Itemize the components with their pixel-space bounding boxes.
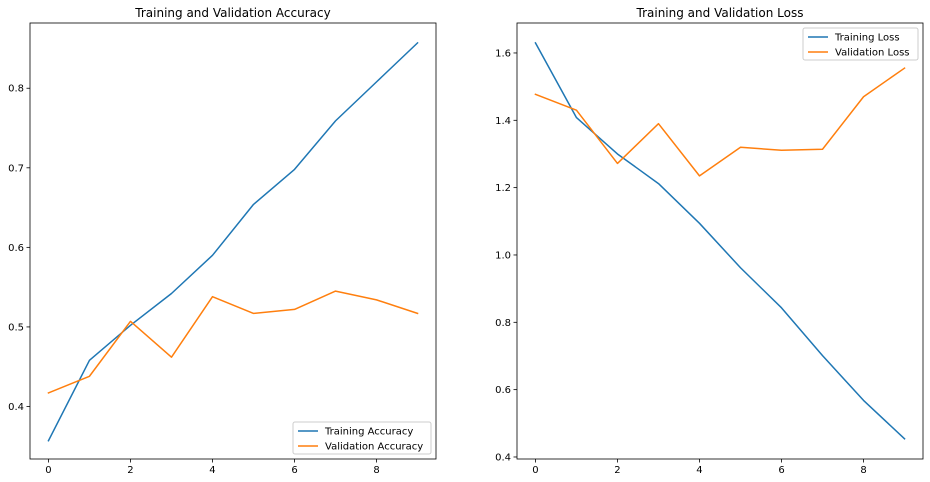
- y-tick-label: 0.6: [495, 385, 511, 396]
- training-series-line: [534, 41, 906, 440]
- x-tick-label: 4: [696, 465, 702, 476]
- y-tick-label: 0.6: [8, 243, 24, 254]
- plot-frame: [516, 22, 924, 460]
- y-tick-label: 0.5: [8, 322, 24, 333]
- legend-label-training: Training Accuracy: [324, 427, 413, 438]
- validation-series-line: [534, 67, 906, 177]
- y-tick-label: 0.4: [495, 452, 511, 463]
- loss-chart: Training and Validation Loss 0 2 4 6 8 0.4 0.6…: [495, 6, 924, 476]
- x-tick-label: 6: [778, 465, 784, 476]
- legend-label-validation: Validation Loss: [835, 48, 910, 59]
- chart-title: Training and Validation Loss: [636, 6, 804, 20]
- plot-frame: [29, 22, 437, 460]
- legend-box: [802, 27, 919, 61]
- validation-series-line: [47, 290, 419, 394]
- y-tick-label: 0.8: [495, 318, 511, 329]
- legend-label-validation: Validation Accuracy: [325, 442, 423, 453]
- y-tick-label: 1.4: [495, 116, 511, 127]
- y-tick-label: 1.2: [495, 183, 511, 194]
- training-series-line: [47, 41, 419, 442]
- x-tick-label: 4: [209, 465, 215, 476]
- legend-box: [292, 421, 432, 455]
- y-tick-label: 0.7: [8, 163, 24, 174]
- x-tick-label: 6: [291, 465, 297, 476]
- legend-label-training: Training Loss: [834, 33, 900, 44]
- series-lines: [47, 41, 419, 442]
- series-lines: [534, 41, 906, 440]
- y-tick-label: 0.4: [8, 402, 24, 413]
- y-tick-label: 1.0: [495, 250, 511, 261]
- x-tick-label: 2: [614, 465, 620, 476]
- y-tick-label: 1.6: [495, 48, 511, 59]
- accuracy-chart: Training and Validation Accuracy 0 2 4 6 8 0.…: [8, 6, 437, 476]
- x-tick-label: 0: [45, 465, 51, 476]
- chart-title: Training and Validation Accuracy: [134, 6, 330, 20]
- y-tick-label: 0.8: [8, 84, 24, 95]
- x-tick-label: 8: [373, 465, 379, 476]
- x-tick-label: 2: [127, 465, 133, 476]
- axis-ticks: 0 2 4 6 8 0.4 0.6 0.8 1.0 1.2 1.4 1.6: [495, 48, 867, 476]
- x-tick-label: 0: [532, 465, 538, 476]
- legend: Training Loss Validation Loss: [802, 27, 919, 61]
- legend: Training Accuracy Validation Accuracy: [292, 421, 432, 455]
- axis-ticks: 0 2 4 6 8 0.4 0.5 0.6 0.7 0.8: [8, 84, 380, 476]
- x-tick-label: 8: [860, 465, 866, 476]
